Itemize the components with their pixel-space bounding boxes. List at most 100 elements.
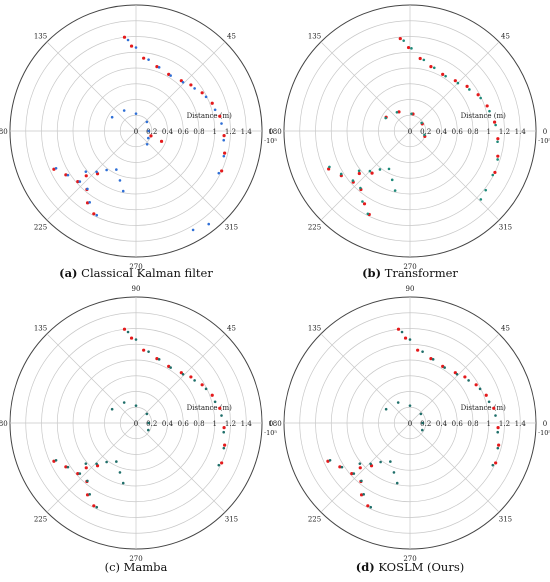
radial-tick-label: 1.4 xyxy=(515,128,527,136)
series-1-point-d xyxy=(352,472,356,475)
angle-tick-label: 270 xyxy=(129,555,142,563)
series-1-point-d xyxy=(369,462,372,466)
series-1-point-d xyxy=(408,404,412,407)
radial-tick-label: 0.8 xyxy=(193,420,204,428)
series-1-point-d xyxy=(400,330,404,334)
series-0-point-d xyxy=(474,383,478,387)
series-1-point-b xyxy=(484,188,488,192)
series-1-point-d xyxy=(420,428,424,432)
series-1-point-c xyxy=(122,401,126,404)
series-0-point-b xyxy=(429,64,433,69)
series-1-point-d xyxy=(455,372,459,376)
series-1-point-c xyxy=(147,350,150,353)
series-0-point-c xyxy=(129,336,134,340)
series-1-point-a xyxy=(134,112,138,115)
angle-tick-label: 135 xyxy=(34,33,47,41)
series-1-point-a xyxy=(147,129,150,133)
radial-tick-label: 0.6 xyxy=(178,128,190,136)
radial-tick-label: 1 xyxy=(213,128,217,136)
polar-panel-b: 0 45 90 135 180 225 270 315 0 0.2 0.4 0.60.8 1 1.2 1.4… xyxy=(268,0,550,271)
series-1-point-c xyxy=(121,481,125,485)
caption-d-text: KOSLM (Ours) xyxy=(378,560,465,574)
series-0-point-b xyxy=(406,45,411,50)
series-1-point-d xyxy=(419,412,423,416)
series-0-point-a xyxy=(92,212,96,216)
series-1-point-b xyxy=(384,116,387,120)
series-1-point-d xyxy=(467,379,470,382)
series-1-point-d xyxy=(496,430,500,434)
radial-tick-label: 0.8 xyxy=(467,420,478,428)
grid-spoke xyxy=(135,333,226,424)
series-0-point-a xyxy=(220,169,224,173)
series-1-point-d xyxy=(395,481,399,485)
grid-spoke xyxy=(46,333,137,424)
series-1-point-d xyxy=(384,407,388,411)
angle-tick-label: 0 xyxy=(269,128,273,136)
radial-tick-label: 0.4 xyxy=(162,128,174,136)
radial-multiplier: ·10⁵ xyxy=(264,429,277,437)
series-0-point-a xyxy=(85,201,90,205)
series-0-point-d xyxy=(494,461,498,465)
radial-multiplier: ·10⁵ xyxy=(538,137,550,145)
series-0-point-b xyxy=(357,171,361,176)
grid-spoke xyxy=(320,333,411,424)
series-1-point-d xyxy=(421,350,424,353)
angle-tick-label: 90 xyxy=(132,0,141,1)
series-0-point-b xyxy=(485,104,489,108)
angle-tick-label: 45 xyxy=(501,33,510,41)
angle-tick-label: 0 xyxy=(543,420,547,428)
radial-tick-label: 0.4 xyxy=(436,128,448,136)
series-1-point-c xyxy=(105,460,108,464)
caption-a: (a) Classical Kalman filter xyxy=(6,266,266,280)
series-1-point-c xyxy=(157,358,161,361)
series-1-point-d xyxy=(396,401,400,404)
series-1-point-c xyxy=(181,372,185,376)
series-0-point-a xyxy=(84,174,88,178)
series-1-point-a xyxy=(84,170,88,173)
grid-spoke xyxy=(409,422,500,513)
series-1-point-d xyxy=(478,387,482,391)
radial-tick-label: 1.4 xyxy=(241,420,253,428)
series-1-point-d xyxy=(408,338,412,341)
radial-tick-label: 0 xyxy=(408,128,412,136)
angle-tick-label: 180 xyxy=(268,420,281,428)
radial-tick-label: 0 xyxy=(134,128,138,136)
series-1-point-b xyxy=(432,66,436,70)
series-1-point-a xyxy=(95,213,99,217)
series-1-point-c xyxy=(217,463,221,467)
series-0-point-c xyxy=(189,375,193,379)
radial-tick-label: 0.2 xyxy=(420,420,431,428)
series-0-point-c xyxy=(76,472,80,476)
series-1-point-a xyxy=(54,166,58,170)
polar-panel-d: 0 45 90 135 180 225 270 315 0 0.2 0.4 0.6 0.8 1 1.2 1.4… xyxy=(268,285,550,563)
series-0-point-a xyxy=(142,56,146,60)
radial-tick-label: 1.2 xyxy=(225,128,236,136)
series-1-point-c xyxy=(145,412,149,416)
series-1-point-c xyxy=(95,505,99,509)
grid-spoke xyxy=(320,41,411,132)
angle-tick-label: 315 xyxy=(225,515,238,523)
radial-tick-label: 1.2 xyxy=(499,128,510,136)
series-1-point-a xyxy=(118,179,122,182)
radial-tick-label: 0.8 xyxy=(467,128,478,136)
series-1-point-c xyxy=(213,400,217,404)
angle-tick-label: 225 xyxy=(308,223,321,231)
series-0-point-d xyxy=(416,348,420,352)
radial-tick-label: 1 xyxy=(213,420,217,428)
series-0-point-d xyxy=(338,465,342,469)
polar-panel-a: 0 45 90 135 180 225 270 315 0 0.2 0.4 0.60.8 1 1.2 1.4… xyxy=(0,0,277,271)
radial-tick-label: 0.2 xyxy=(420,128,431,136)
series-1-point-a xyxy=(217,171,221,175)
radial-tick-label: 1.2 xyxy=(499,420,510,428)
series-1-point-a xyxy=(145,142,149,146)
series-1-point-a xyxy=(110,115,114,119)
angle-tick-label: 315 xyxy=(225,223,238,231)
angle-tick-label: 225 xyxy=(308,515,321,523)
series-0-point-c xyxy=(52,459,56,463)
series-0-point-c xyxy=(92,504,96,508)
series-1-point-c xyxy=(126,330,130,334)
series-1-point-a xyxy=(122,109,126,112)
series-0-point-b xyxy=(496,154,500,158)
radial-tick-label: 0.6 xyxy=(452,128,464,136)
